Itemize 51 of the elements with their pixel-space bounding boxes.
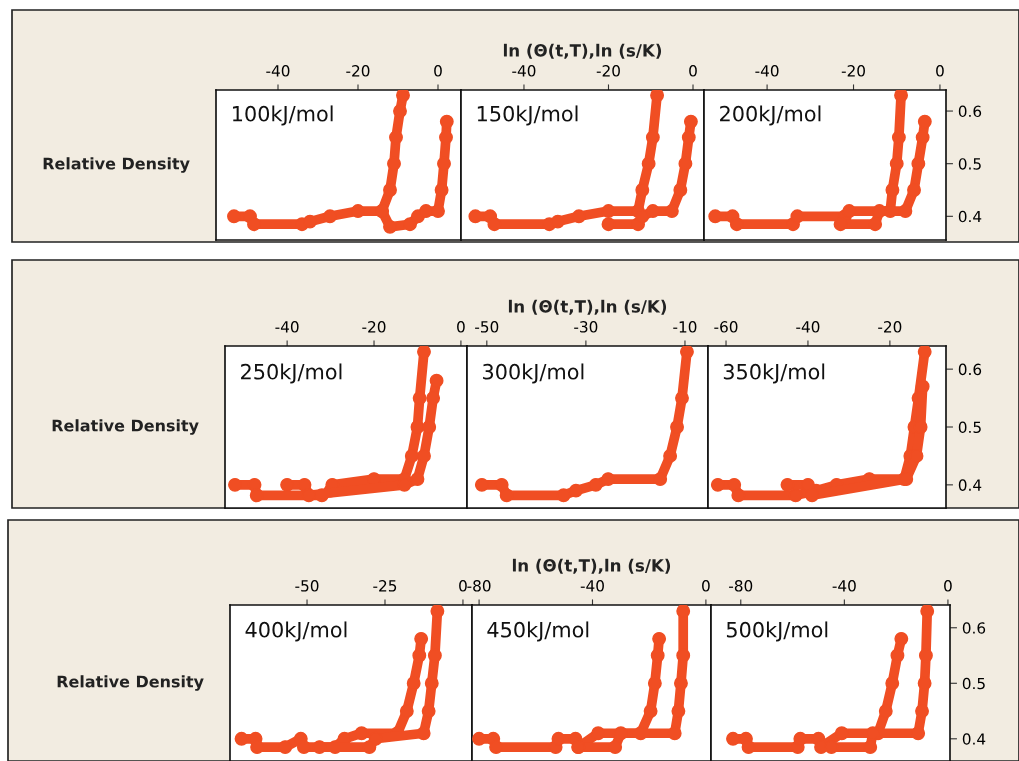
x-tick-label: 0 (702, 580, 710, 592)
x-tick-label: -80 (467, 580, 491, 592)
y-axis-title: Relative Density (57, 675, 204, 691)
x-tick-label: -40 (512, 65, 536, 77)
annotation: 400kJ/mol (245, 621, 347, 642)
x-tick-label: -40 (275, 321, 299, 333)
y-tick-label: 0.5 (962, 677, 985, 690)
y-axis-title: Relative Density (43, 157, 190, 173)
y-tick-label: 0.4 (962, 733, 986, 745)
x-tick-label: 0 (944, 580, 952, 592)
x-tick-label: -20 (596, 65, 620, 77)
y-axis-title: Relative Density (52, 419, 199, 435)
y-tick-label: 0.4 (958, 479, 982, 491)
x-tick-label: 0 (689, 65, 697, 77)
annotation: 350kJ/mol (723, 363, 825, 384)
x-tick-label: 0 (459, 580, 467, 592)
annotation: 300kJ/mol (483, 363, 584, 384)
x-tick-label: -50 (295, 580, 319, 592)
x-axis-title: ln (Θ(t,T),ln (s/K) (512, 558, 671, 574)
x-tick-label: -40 (832, 580, 856, 592)
y-tick-label: 0.5 (958, 421, 981, 434)
x-tick-label: -40 (266, 65, 290, 77)
annotation: 200kJ/mol (720, 105, 821, 126)
y-tick-label: 0.6 (958, 105, 982, 118)
x-tick-label: -20 (362, 321, 386, 333)
x-tick-label: -20 (841, 65, 865, 77)
annotation: 250kJ/mol (241, 363, 342, 384)
annotation: 150kJ/mol (477, 105, 578, 126)
annotation: 500kJ/mol (726, 621, 828, 642)
x-tick-label: -30 (574, 321, 598, 333)
y-tick-label: 0.6 (958, 363, 982, 376)
x-tick-label: -40 (755, 65, 779, 77)
x-tick-label: 0 (936, 65, 944, 77)
x-tick-label: -50 (475, 321, 499, 333)
y-tick-label: 0.6 (962, 622, 986, 634)
x-axis-title: ln (Θ(t,T),ln (s/K) (508, 299, 667, 315)
y-tick-label: 0.4 (958, 210, 982, 223)
x-tick-label: -60 (714, 321, 738, 333)
x-tick-label: -40 (796, 321, 820, 333)
x-tick-label: -80 (729, 580, 753, 592)
x-tick-label: 0 (434, 65, 442, 77)
y-tick-label: 0.5 (958, 158, 981, 170)
annotation: 100kJ/mol (232, 105, 333, 126)
x-tick-label: -20 (346, 65, 370, 77)
x-tick-label: -40 (580, 580, 604, 592)
x-axis-title: ln (Θ(t,T),ln (s/K) (503, 43, 662, 59)
annotation: 450kJ/mol (487, 621, 589, 642)
x-tick-label: -20 (878, 321, 902, 333)
x-tick-label: -25 (373, 580, 397, 592)
x-tick-label: -10 (673, 321, 697, 333)
x-tick-label: 0 (457, 321, 465, 333)
